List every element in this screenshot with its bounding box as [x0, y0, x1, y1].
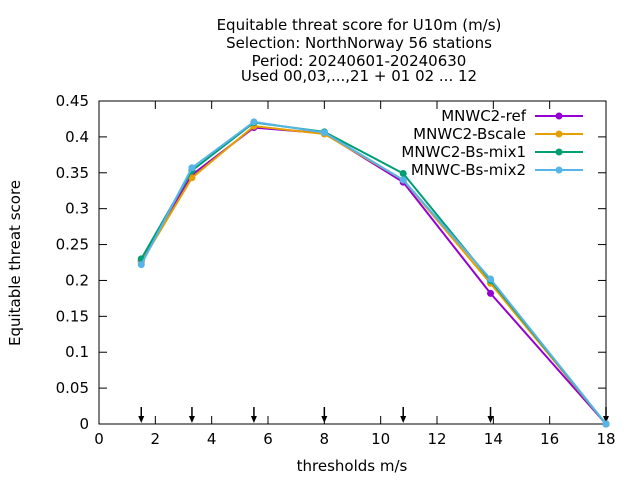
legend-entry: MNWC2-ref: [441, 107, 583, 125]
x-tick-label: 2: [151, 430, 161, 448]
x-tick-label: 10: [371, 430, 390, 448]
data-point: [399, 176, 407, 184]
x-tick-label: 18: [596, 430, 615, 448]
series-line: [140, 120, 607, 425]
y-tick-label: 0.05: [56, 379, 89, 397]
plot-frame: [98, 100, 607, 425]
title-line-1: Equitable threat score for U10m (m/s): [217, 16, 502, 34]
data-point: [250, 118, 258, 126]
legend-label: MNWC-Bs-mix2: [411, 161, 526, 179]
series-1: [137, 122, 610, 428]
x-tick-label: 4: [207, 430, 217, 448]
threshold-arrow: [603, 407, 609, 423]
y-tick-label: 0.4: [65, 128, 89, 146]
y-tick-label: 0: [79, 415, 89, 433]
title-line-4: Used 00,03,...,21 + 01 02 ... 12: [241, 67, 477, 85]
series-group: [137, 118, 610, 428]
threshold-arrow: [400, 407, 407, 423]
x-tick-label: 16: [540, 430, 559, 448]
y-tick-label: 0.25: [56, 236, 89, 254]
y-tick-label: 0.35: [56, 164, 89, 182]
y-tick-label: 0.2: [65, 271, 89, 289]
data-point: [487, 289, 495, 297]
y-axis-label: Equitable threat score: [6, 180, 24, 346]
legend: MNWC2-refMNWC2-BscaleMNWC2-Bs-mix1MNWC-B…: [401, 107, 583, 179]
threshold-arrow: [138, 407, 145, 423]
threshold-arrow: [250, 407, 257, 423]
threshold-arrow: [321, 407, 328, 423]
legend-entry: MNWC2-Bs-mix1: [401, 143, 583, 161]
y-tick-label: 0.3: [65, 200, 89, 218]
legend-marker: [555, 166, 563, 174]
title-line-2: Selection: NorthNorway 56 stations: [226, 34, 492, 52]
data-point: [137, 261, 145, 269]
chart-title: Equitable threat score for U10m (m/s) Se…: [217, 16, 502, 85]
data-point: [188, 164, 196, 172]
legend-marker: [555, 148, 563, 156]
legend-marker: [555, 130, 563, 138]
series-line: [140, 126, 607, 425]
series-2: [137, 119, 610, 428]
legend-marker: [555, 112, 563, 120]
x-tick-label: 14: [484, 430, 503, 448]
threshold-arrow: [188, 407, 195, 423]
x-tick-label: 0: [94, 430, 104, 448]
x-tick-label: 6: [263, 430, 273, 448]
legend-entry: MNWC2-Bscale: [413, 125, 583, 143]
series-3: [137, 118, 610, 428]
y-tick-label: 0.1: [65, 343, 89, 361]
title-line-3: Period: 20240601-20240630: [252, 52, 467, 70]
data-point: [188, 174, 196, 182]
legend-label: MNWC2-ref: [441, 107, 526, 125]
x-tick-label: 12: [427, 430, 446, 448]
x-axis: 0 2 4 6 8 10 12 14 16 18: [94, 101, 616, 448]
legend-label: MNWC2-Bs-mix1: [401, 143, 526, 161]
legend-entry: MNWC-Bs-mix2: [411, 161, 583, 179]
data-point: [399, 169, 407, 177]
legend-label: MNWC2-Bscale: [413, 125, 526, 143]
threshold-arrows: [138, 407, 609, 423]
series-line: [140, 121, 607, 425]
data-point: [320, 129, 328, 137]
y-tick-label: 0.45: [56, 92, 89, 110]
y-tick-label: 0.15: [56, 307, 89, 325]
x-tick-label: 8: [320, 430, 330, 448]
data-point: [487, 275, 495, 283]
x-axis-label: thresholds m/s: [297, 457, 408, 475]
threshold-arrow: [487, 407, 494, 423]
y-axis: 0 0.05 0.1 0.15 0.2 0.25 0.3 0.35 0.4 0.45: [56, 92, 606, 433]
data-point: [602, 420, 610, 428]
